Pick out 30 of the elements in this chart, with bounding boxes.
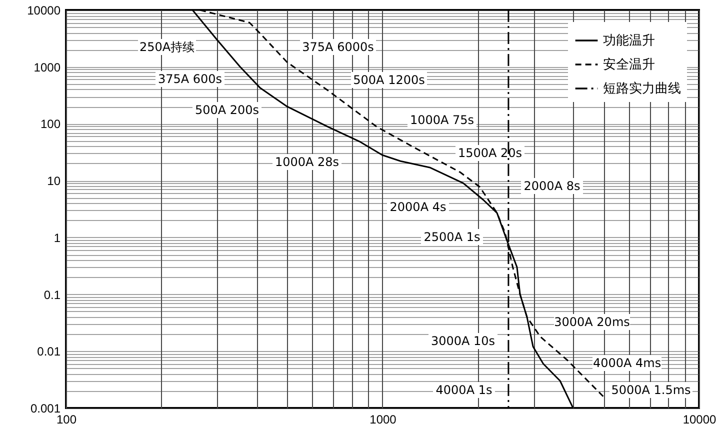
annotation: 500A 200s bbox=[194, 103, 260, 117]
y-tick-label: 1 bbox=[54, 230, 61, 245]
x-tick-label: 100 bbox=[56, 412, 77, 426]
annotation: 375A 6000s bbox=[302, 40, 374, 54]
annotation: 1000A 28s bbox=[274, 155, 340, 169]
legend-label: 安全温升 bbox=[603, 56, 655, 72]
annotation: 2500A 1s bbox=[424, 230, 480, 244]
annotation: 4000A 1s bbox=[436, 383, 492, 397]
annotation: 4000A 4ms bbox=[592, 356, 662, 370]
annotation: 2000A 4s bbox=[390, 200, 446, 214]
annotation: 3000A 10s bbox=[430, 334, 496, 348]
legend-label: 功能温升 bbox=[603, 34, 655, 48]
annotation: 3000A 20ms bbox=[554, 315, 630, 329]
y-tick-label: 0.1 bbox=[44, 288, 61, 302]
y-tick-label: 100 bbox=[40, 117, 61, 132]
y-tick-label: 10000 bbox=[27, 4, 61, 18]
annotation: 250A持续 bbox=[139, 40, 195, 54]
annotation: 500A 1200s bbox=[353, 73, 425, 87]
annotation: 1000A 75s bbox=[410, 113, 474, 127]
legend-label: 短路实力曲线 bbox=[603, 82, 681, 96]
annotation: 5000A 1.5ms bbox=[611, 383, 691, 397]
x-tick-label: 1000 bbox=[370, 412, 397, 426]
y-tick-label: 10 bbox=[47, 174, 61, 188]
y-tick-label: 1000 bbox=[34, 60, 61, 74]
annotation: 375A 600s bbox=[158, 72, 222, 86]
x-tick-label: 10000 bbox=[682, 412, 717, 426]
annotation: 2000A 8s bbox=[524, 179, 580, 193]
y-tick-label: 0.001 bbox=[30, 402, 61, 416]
y-tick-label: 0.01 bbox=[37, 344, 61, 359]
annotation: 1500A 20s bbox=[458, 146, 522, 160]
